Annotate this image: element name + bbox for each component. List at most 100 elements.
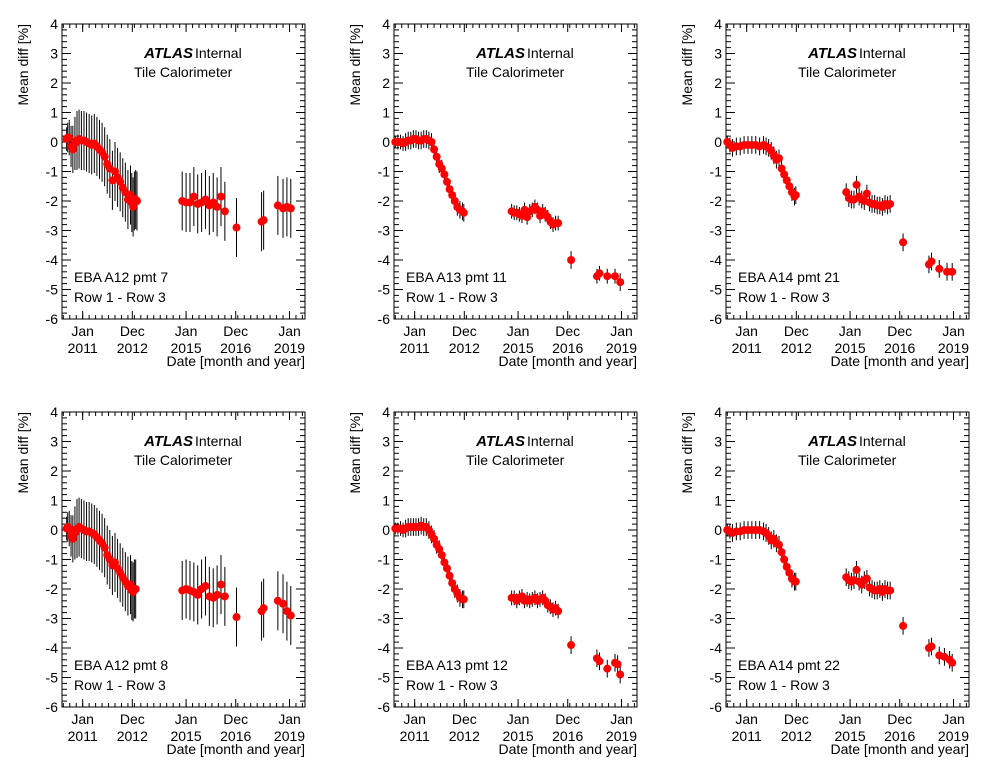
data-point <box>899 621 908 630</box>
x-tick-label-month: Jan <box>175 323 198 339</box>
x-tick-label-year: 2011 <box>68 728 98 744</box>
data-point <box>201 195 210 204</box>
chart-panel-6: -6-5-4-3-2-101234Jan2011Dec2012Jan2015De… <box>679 404 970 757</box>
data-point <box>613 660 622 669</box>
atlas-sublabel: Internal <box>859 45 906 61</box>
x-tick-label-year: 2019 <box>606 340 637 356</box>
data-series <box>723 521 957 672</box>
x-tick-label-month: Dec <box>555 323 580 339</box>
data-point <box>791 191 800 200</box>
y-tick-label: 3 <box>714 46 722 62</box>
row-label: Row 1 - Row 3 <box>406 289 498 305</box>
x-tick-label-year: 2019 <box>938 728 969 744</box>
x-tick-label-year: 2011 <box>400 340 430 356</box>
data-point <box>259 604 268 613</box>
data-point <box>852 565 861 574</box>
atlas-label: ATLAS <box>807 433 857 450</box>
data-point <box>193 590 202 599</box>
y-tick-label: -1 <box>46 552 59 568</box>
x-tick-label-year: 2019 <box>606 728 637 744</box>
y-tick-label: -6 <box>46 311 59 327</box>
y-tick-label: -4 <box>46 640 59 656</box>
y-tick-label: -1 <box>710 164 723 180</box>
x-tick-label-year: 2016 <box>552 728 583 744</box>
data-series <box>391 130 625 291</box>
data-point <box>780 555 789 564</box>
x-axis-title: Date [month and year] <box>498 741 637 757</box>
channel-label: EBA A13 pmt 12 <box>406 657 508 673</box>
y-tick-label: 4 <box>382 16 390 32</box>
data-point <box>927 257 936 266</box>
atlas-sublabel: Internal <box>195 45 242 61</box>
subtitle-label: Tile Calorimeter <box>798 452 897 468</box>
data-point <box>899 238 908 247</box>
data-point <box>774 154 783 163</box>
y-tick-label: 1 <box>714 493 722 509</box>
data-point <box>65 524 74 533</box>
data-point <box>554 219 563 228</box>
data-point <box>216 192 225 201</box>
x-tick-label-month: Dec <box>223 323 248 339</box>
data-point <box>286 611 295 620</box>
atlas-sublabel: Internal <box>195 433 242 449</box>
data-point <box>603 272 612 281</box>
x-axis-title: Date [month and year] <box>830 741 969 757</box>
y-axis-title: Mean diff [%] <box>679 412 695 493</box>
subtitle-label: Tile Calorimeter <box>466 64 565 80</box>
y-tick-label: -5 <box>710 282 723 298</box>
x-tick-label-month: Dec <box>887 711 912 727</box>
data-point <box>774 540 783 549</box>
y-tick-label: 0 <box>714 134 722 150</box>
x-tick-label-month: Jan <box>942 323 965 339</box>
y-tick-label: -4 <box>378 252 391 268</box>
subtitle-label: Tile Calorimeter <box>466 452 565 468</box>
atlas-sublabel: Internal <box>859 433 906 449</box>
y-tick-label: -3 <box>46 223 59 239</box>
y-tick-label: -5 <box>46 282 59 298</box>
data-point <box>862 574 871 583</box>
x-tick-label-year: 2016 <box>884 728 915 744</box>
data-point <box>100 543 109 552</box>
data-point <box>927 642 936 651</box>
y-tick-label: -3 <box>46 611 59 627</box>
y-tick-label: 3 <box>50 46 58 62</box>
data-point <box>948 658 957 667</box>
data-point <box>442 177 451 186</box>
chart-panel-5: -6-5-4-3-2-101234Jan2011Dec2012Jan2015De… <box>347 404 638 757</box>
x-tick-label-year: 2019 <box>274 340 305 356</box>
chart-panel-3: -6-5-4-3-2-101234Jan2011Dec2012Jan2015De… <box>679 16 970 369</box>
y-tick-label: 4 <box>50 404 58 420</box>
x-tick-label-year: 2011 <box>732 340 762 356</box>
y-tick-label: -2 <box>46 581 59 597</box>
atlas-label: ATLAS <box>143 433 193 450</box>
x-tick-label-month: Jan <box>839 711 862 727</box>
x-axis-title: Date [month and year] <box>830 353 969 369</box>
x-tick-label-year: 2012 <box>781 728 812 744</box>
atlas-sublabel: Internal <box>527 433 574 449</box>
y-axis-title: Mean diff [%] <box>347 412 363 493</box>
data-point <box>616 278 625 287</box>
data-point <box>603 664 612 673</box>
y-tick-label: -1 <box>46 164 59 180</box>
row-label: Row 1 - Row 3 <box>74 677 166 693</box>
subtitle-label: Tile Calorimeter <box>798 64 897 80</box>
subtitle-label: Tile Calorimeter <box>134 452 233 468</box>
x-tick-label-month: Jan <box>278 323 301 339</box>
channel-label: EBA A14 pmt 22 <box>738 657 840 673</box>
y-tick-label: -4 <box>710 640 723 656</box>
data-point <box>213 202 222 211</box>
x-tick-label-month: Jan <box>507 711 530 727</box>
x-tick-label-year: 2011 <box>400 728 430 744</box>
x-tick-label-month: Dec <box>784 711 809 727</box>
y-axis-title: Mean diff [%] <box>15 412 31 493</box>
x-tick-label-year: 2016 <box>220 728 251 744</box>
data-point <box>220 592 229 601</box>
y-tick-label: -2 <box>710 193 723 209</box>
data-point <box>445 571 454 580</box>
x-tick-label-year: 2019 <box>938 340 969 356</box>
data-point <box>442 564 451 573</box>
y-tick-label: -6 <box>710 699 723 715</box>
y-tick-label: 4 <box>50 16 58 32</box>
y-tick-label: -3 <box>378 223 391 239</box>
y-tick-label: 2 <box>50 463 58 479</box>
